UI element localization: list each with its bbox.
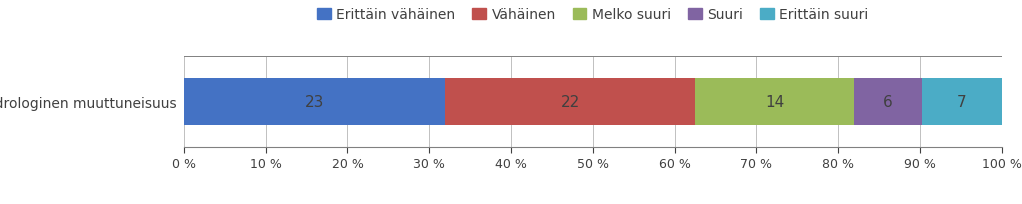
Bar [695,79,854,125]
Text: 23: 23 [305,94,324,110]
Bar [854,79,922,125]
Text: 6: 6 [883,94,893,110]
Text: 22: 22 [560,94,579,110]
Text: 14: 14 [764,94,784,110]
Bar [922,79,1002,125]
Bar [446,79,695,125]
Bar [184,79,446,125]
Text: 7: 7 [957,94,967,110]
Legend: Erittäin vähäinen, Vähäinen, Melko suuri, Suuri, Erittäin suuri: Erittäin vähäinen, Vähäinen, Melko suuri… [317,8,869,22]
